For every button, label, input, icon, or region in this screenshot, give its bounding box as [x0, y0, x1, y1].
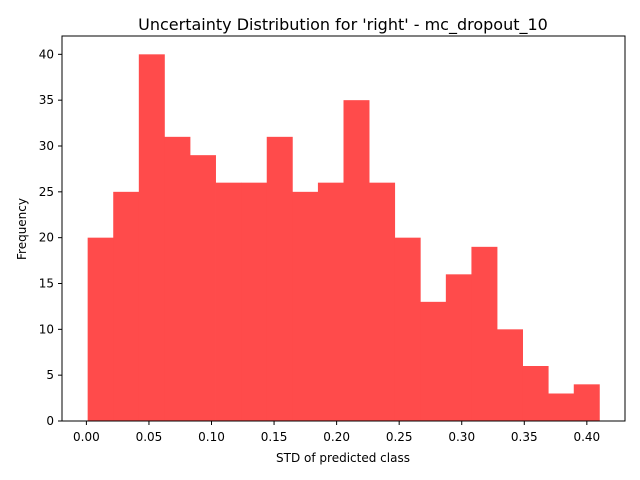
histogram-bar — [292, 191, 319, 421]
chart-title: Uncertainty Distribution for 'right' - m… — [138, 15, 548, 35]
y-tick-label: 25 — [39, 185, 54, 199]
histogram-bar — [215, 182, 242, 421]
histogram-bar — [266, 136, 293, 422]
y-tick-label: 40 — [39, 47, 54, 61]
y-tick-label: 20 — [39, 231, 54, 245]
histogram-bar — [548, 393, 575, 421]
histogram-bar — [497, 329, 523, 421]
y-tick-label: 30 — [39, 139, 54, 153]
y-tick-label: 0 — [46, 414, 54, 428]
plot-frame — [61, 35, 626, 422]
x-tick-label: 0.10 — [198, 430, 225, 444]
histogram-bar — [343, 100, 370, 422]
x-tick-label: 0.40 — [573, 430, 600, 444]
y-tick-label: 35 — [39, 93, 54, 107]
histogram-bar — [189, 155, 216, 421]
histogram-bar — [317, 182, 344, 421]
x-axis: 0.00 0.05 0.10 0.15 0.20 0.25 0.30 0.35 0.40 — [73, 421, 600, 444]
bars-group — [87, 54, 600, 422]
x-tick-label: 0.25 — [386, 430, 413, 444]
x-axis-label: STD of predicted class — [276, 451, 410, 465]
histogram-bar — [369, 182, 396, 421]
y-axis-label: Frequency — [15, 198, 29, 260]
y-tick-label: 15 — [39, 277, 54, 291]
y-tick-label: 5 — [46, 368, 54, 382]
histogram-bar — [394, 237, 421, 421]
histogram-bar — [522, 366, 549, 421]
histogram-bar — [420, 301, 447, 421]
x-tick-label: 0.20 — [323, 430, 350, 444]
x-tick-label: 0.15 — [261, 430, 288, 444]
histogram-bar — [138, 54, 165, 421]
y-tick-label: 10 — [39, 322, 54, 336]
x-tick-label: 0.30 — [448, 430, 475, 444]
x-tick-label: 0.35 — [511, 430, 538, 444]
histogram-bar — [87, 237, 114, 421]
histogram-bar — [445, 274, 472, 421]
histogram-bar — [241, 182, 268, 421]
x-tick-label: 0.05 — [136, 430, 163, 444]
histogram-bar — [573, 384, 600, 421]
histogram-bar — [471, 246, 498, 421]
histogram-bar — [113, 191, 140, 421]
y-axis: 0 5 10 15 20 25 30 35 40 — [39, 47, 62, 428]
histogram-bar — [164, 136, 191, 422]
x-tick-label: 0.00 — [73, 430, 100, 444]
